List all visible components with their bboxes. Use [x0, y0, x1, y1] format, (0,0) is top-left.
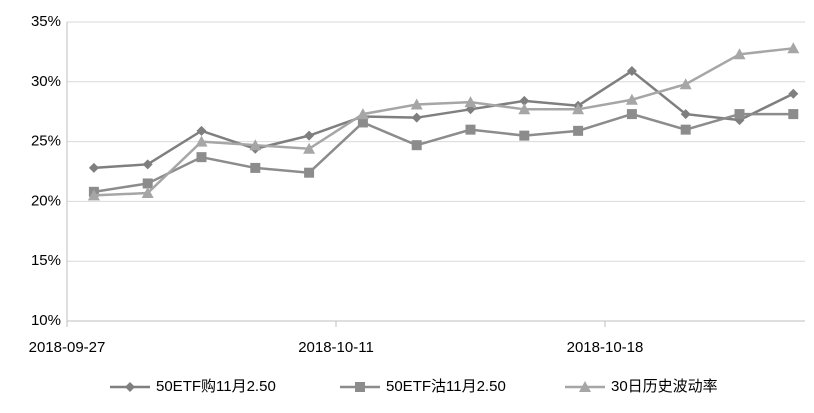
point [142, 159, 153, 170]
y-tick-label: 15% [31, 252, 61, 269]
point [195, 135, 208, 147]
legend-marker [579, 381, 591, 392]
point [734, 109, 745, 120]
point [142, 178, 153, 189]
y-tick-label: 25% [31, 133, 61, 150]
point [519, 130, 530, 141]
point [733, 48, 746, 60]
point [411, 112, 422, 123]
point [573, 125, 584, 136]
point [625, 93, 638, 105]
point [410, 98, 423, 110]
y-tick-label: 10% [31, 312, 61, 329]
x-tick-label: 2018-10-18 [567, 339, 644, 356]
point [626, 109, 637, 120]
point [303, 142, 316, 154]
legend-marker [355, 382, 365, 392]
series-line [93, 112, 794, 194]
legend-marker [125, 382, 135, 392]
point [304, 167, 315, 178]
series-line [93, 47, 794, 197]
series-line [93, 69, 794, 170]
point [357, 117, 368, 128]
point [519, 95, 530, 106]
point [680, 109, 691, 120]
point [411, 140, 422, 151]
point [249, 139, 262, 151]
point [196, 125, 207, 136]
point [788, 109, 799, 120]
x-tick-label: 2018-09-27 [29, 339, 106, 356]
legend-label: 30日历史波动率 [611, 378, 718, 395]
point [518, 103, 531, 115]
point [788, 88, 799, 99]
y-tick-label: 30% [31, 73, 61, 90]
y-tick-label: 35% [31, 13, 61, 30]
legend-label: 50ETF购11月2.50 [156, 378, 276, 395]
point [572, 103, 585, 115]
point [87, 189, 100, 201]
point [88, 162, 99, 173]
point [356, 108, 369, 120]
point [304, 130, 315, 141]
point [250, 162, 261, 173]
y-tick-label: 20% [31, 192, 61, 209]
point [141, 187, 154, 199]
point [679, 78, 692, 90]
point [464, 96, 477, 108]
point [680, 124, 691, 135]
point [626, 66, 637, 77]
point [465, 124, 476, 135]
x-tick-label: 2018-10-11 [298, 339, 374, 356]
legend-label: 50ETF沽11月2.50 [386, 378, 506, 395]
point [787, 42, 800, 54]
point [196, 152, 207, 163]
